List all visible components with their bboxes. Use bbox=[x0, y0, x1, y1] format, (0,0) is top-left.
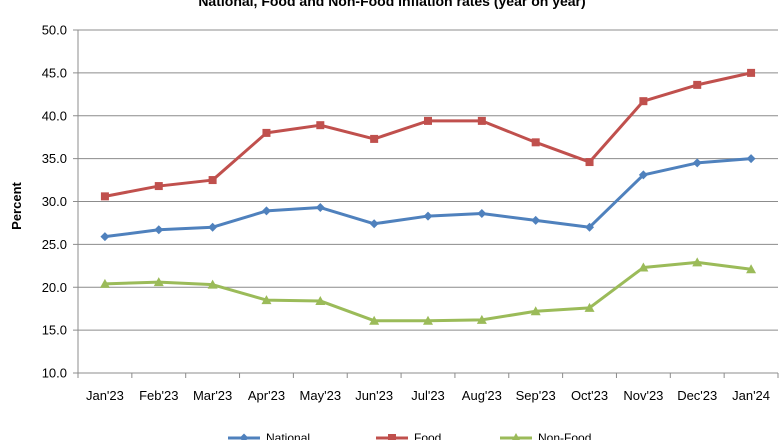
data-point bbox=[261, 295, 272, 305]
data-point bbox=[423, 211, 433, 221]
legend-item: Food bbox=[376, 431, 441, 440]
data-point bbox=[154, 182, 163, 191]
x-tick-label: May'23 bbox=[300, 388, 342, 403]
data-point bbox=[153, 277, 164, 287]
legend-label: Non-Food bbox=[538, 431, 591, 440]
data-point bbox=[531, 138, 540, 147]
data-point bbox=[476, 314, 487, 324]
x-tick-label: Dec'23 bbox=[677, 388, 717, 403]
data-point bbox=[477, 209, 487, 219]
series-non-food bbox=[99, 257, 757, 325]
legend-label: National bbox=[266, 431, 310, 440]
data-point bbox=[207, 279, 218, 289]
data-point bbox=[208, 176, 217, 185]
series-food bbox=[100, 68, 756, 201]
x-tick-label: Jan'24 bbox=[732, 388, 770, 403]
x-tick-label: Jul'23 bbox=[411, 388, 445, 403]
legend-item: National bbox=[228, 431, 310, 440]
series-line bbox=[104, 71, 752, 198]
data-point bbox=[747, 68, 756, 77]
data-point bbox=[638, 262, 649, 272]
series-national bbox=[100, 154, 756, 242]
x-tick-label: Feb'23 bbox=[139, 388, 178, 403]
y-tick-label: 45.0 bbox=[42, 65, 67, 80]
y-tick-label: 25.0 bbox=[42, 237, 67, 252]
legend-marker bbox=[239, 433, 249, 440]
data-point bbox=[585, 158, 594, 167]
data-point bbox=[99, 278, 110, 288]
x-tick-label: Nov'23 bbox=[623, 388, 663, 403]
legend-marker bbox=[512, 433, 520, 440]
data-point bbox=[693, 80, 702, 89]
y-tick-label: 50.0 bbox=[42, 23, 67, 38]
data-point bbox=[369, 219, 379, 229]
data-point bbox=[100, 232, 110, 242]
legend-item: Non-Food bbox=[500, 431, 591, 440]
data-point bbox=[315, 203, 325, 213]
data-point bbox=[262, 128, 271, 137]
data-point bbox=[316, 121, 325, 130]
chart-title: National, Food and Non-Food inflation ra… bbox=[198, 0, 585, 9]
data-point bbox=[584, 302, 595, 312]
data-point bbox=[530, 306, 541, 316]
x-tick-label: Oct'23 bbox=[571, 388, 608, 403]
data-point bbox=[639, 97, 648, 106]
series-lines bbox=[99, 68, 757, 325]
data-point bbox=[746, 264, 757, 274]
x-tick-label: Aug'23 bbox=[462, 388, 502, 403]
legend-marker bbox=[388, 434, 396, 440]
legend-label: Food bbox=[414, 431, 441, 440]
series-line bbox=[104, 260, 752, 323]
gridlines bbox=[78, 29, 778, 374]
data-point bbox=[423, 315, 433, 325]
y-tick-label: 10.0 bbox=[42, 366, 67, 381]
data-point bbox=[100, 192, 109, 201]
x-tick-label: Jan'23 bbox=[86, 388, 124, 403]
data-point bbox=[692, 158, 702, 168]
y-axis-title: Percent bbox=[9, 181, 24, 229]
data-point bbox=[638, 170, 648, 180]
data-point bbox=[477, 116, 486, 125]
axes: 10.0 15.0 20.0 25.0 30.0 35.0 40.0 45.0 50.0 Jan'… bbox=[42, 23, 779, 403]
data-point bbox=[692, 257, 703, 267]
x-tick-label: Mar'23 bbox=[193, 388, 232, 403]
data-point bbox=[585, 222, 595, 232]
data-point bbox=[424, 116, 432, 125]
x-tick-label: Apr'23 bbox=[248, 388, 285, 403]
y-tick-label: 20.0 bbox=[42, 280, 67, 295]
y-tick-label: 40.0 bbox=[42, 108, 67, 123]
y-tick-label: 35.0 bbox=[42, 151, 67, 166]
data-point bbox=[531, 215, 541, 225]
data-point bbox=[370, 134, 379, 143]
y-tick-label: 30.0 bbox=[42, 194, 67, 209]
data-point bbox=[315, 295, 326, 305]
y-tick-label: 15.0 bbox=[42, 323, 67, 338]
data-point bbox=[746, 154, 756, 164]
x-tick-label: Jun'23 bbox=[355, 388, 393, 403]
legend: National Food Non-Food bbox=[228, 431, 591, 440]
x-tick-label: Sep'23 bbox=[516, 388, 556, 403]
series-line bbox=[104, 157, 752, 239]
data-point bbox=[208, 222, 218, 232]
data-point bbox=[154, 225, 164, 235]
data-point bbox=[369, 315, 380, 325]
data-point bbox=[261, 206, 271, 216]
